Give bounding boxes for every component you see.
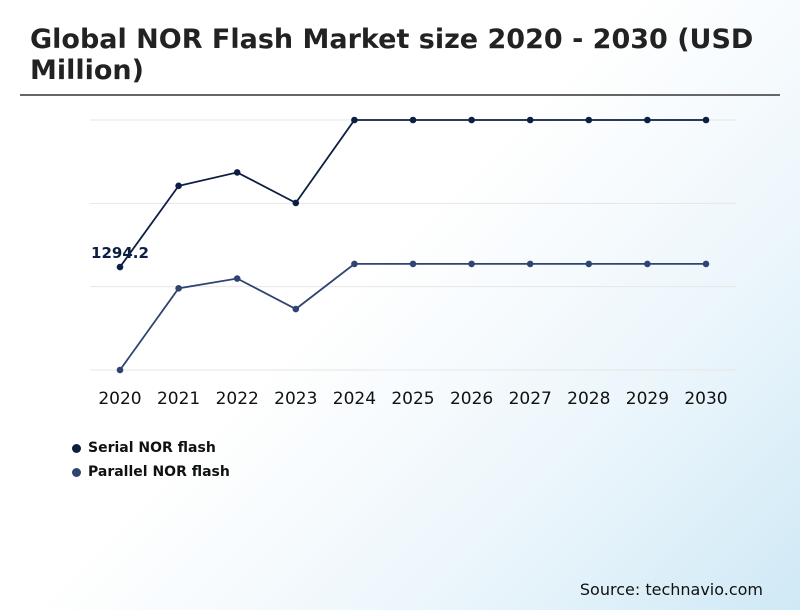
x-tick-label: 2029	[626, 389, 669, 409]
x-tick-label: 2023	[274, 389, 317, 409]
legend: Serial NOR flash Parallel NOR flash	[72, 436, 230, 484]
legend-marker-parallel	[72, 467, 81, 477]
data-point-serial	[468, 116, 475, 124]
data-point-parallel	[292, 305, 300, 313]
title-divider	[20, 94, 780, 96]
source-note: Source: technavio.com	[579, 580, 763, 599]
chart-title: Global NOR Flash Market size 2020 - 2030…	[30, 24, 754, 86]
x-tick-label: 2026	[450, 389, 493, 409]
data-point-parallel	[233, 275, 241, 282]
data-point-parallel	[585, 260, 593, 268]
data-point-parallel	[702, 260, 710, 268]
data-point-parallel	[644, 260, 651, 268]
data-point-parallel	[116, 366, 124, 374]
x-tick-label: 2020	[98, 389, 141, 409]
data-label: 1294.2	[91, 244, 149, 262]
data-point-serial	[702, 116, 710, 124]
data-point-serial	[526, 116, 534, 124]
data-point-parallel	[468, 260, 475, 268]
data-point-parallel	[409, 260, 417, 268]
data-point-parallel	[175, 284, 182, 292]
series-line-parallel	[119, 262, 706, 371]
data-point-serial	[644, 116, 651, 124]
x-tick-label: 2027	[509, 389, 552, 409]
data-point-parallel	[526, 260, 534, 268]
series-line-serial	[119, 119, 706, 268]
data-point-serial	[351, 116, 358, 124]
legend-item-parallel: Parallel NOR flash	[72, 460, 230, 484]
legend-label-serial: Serial NOR flash	[88, 440, 216, 456]
data-point-serial	[292, 199, 300, 207]
data-point-serial	[409, 116, 417, 124]
data-point-serial	[233, 169, 241, 176]
data-point-serial	[116, 263, 124, 271]
data-point-serial	[175, 182, 182, 190]
legend-item-serial: Serial NOR flash	[72, 436, 230, 460]
x-tick-label: 2025	[391, 389, 434, 409]
data-point-parallel	[351, 260, 358, 268]
x-tick-label: 2022	[216, 389, 259, 409]
x-tick-label: 2030	[684, 389, 727, 409]
data-point-serial	[585, 116, 593, 124]
legend-label-parallel: Parallel NOR flash	[88, 464, 230, 480]
x-tick-label: 2021	[157, 389, 200, 409]
x-tick-label: 2028	[567, 389, 610, 409]
legend-marker-serial	[72, 443, 81, 453]
x-tick-label: 2024	[333, 389, 376, 409]
